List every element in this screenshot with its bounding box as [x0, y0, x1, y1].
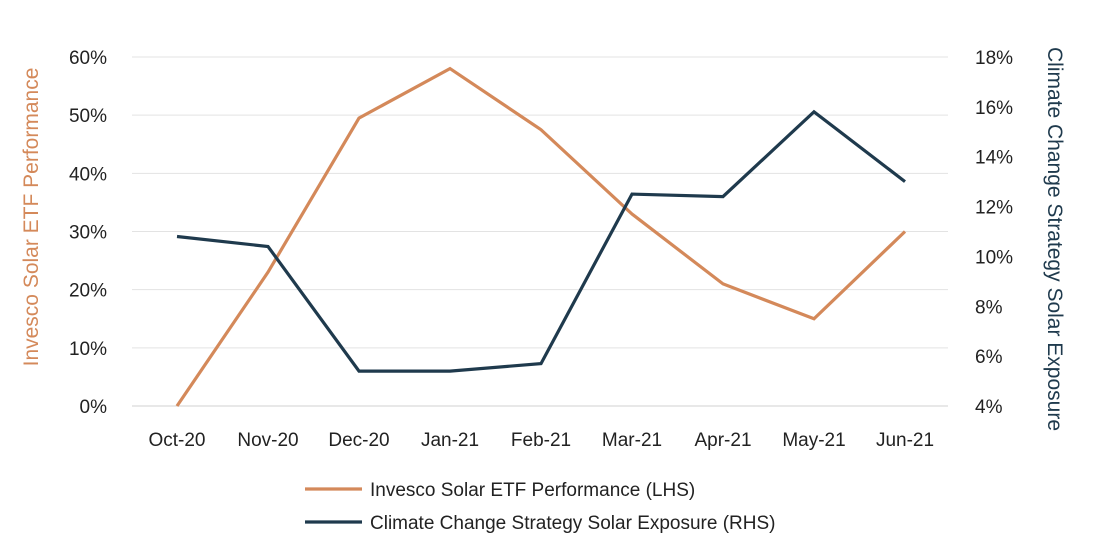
x-tick-label: Feb-21 — [511, 430, 571, 451]
right-tick-label: 14% — [975, 148, 1013, 169]
x-tick-label: Jun-21 — [876, 430, 934, 451]
left-tick-label: 50% — [69, 106, 107, 127]
left-tick-label: 60% — [69, 48, 107, 69]
legend-label: Climate Change Strategy Solar Exposure (… — [370, 513, 776, 534]
series-line-solar-exposure — [176, 109, 906, 373]
x-tick-label: May-21 — [782, 430, 845, 451]
left-tick-label: 40% — [69, 164, 107, 185]
x-tick-label: Nov-20 — [237, 430, 298, 451]
right-tick-label: 6% — [975, 347, 1003, 368]
right-tick-label: 10% — [975, 247, 1013, 268]
x-tick-label: Dec-20 — [328, 430, 389, 451]
left-tick-label: 0% — [80, 397, 108, 418]
legend-label: Invesco Solar ETF Performance (LHS) — [370, 480, 695, 501]
series-line-solar-etf — [175, 66, 907, 407]
left-tick-label: 20% — [69, 281, 107, 302]
x-tick-label: Mar-21 — [602, 430, 662, 451]
series-lines — [175, 66, 907, 407]
right-tick-label: 8% — [975, 297, 1003, 318]
right-tick-label: 16% — [975, 98, 1013, 119]
right-tick-label: 12% — [975, 198, 1013, 219]
x-tick-label: Oct-20 — [148, 430, 205, 451]
x-tick-label: Apr-21 — [694, 430, 751, 451]
left-axis-title: Invesco Solar ETF Performance — [20, 68, 43, 367]
right-axis: 4% 6% 8% 10% 12% 14% 16% 18% Climate Change Stra… — [975, 47, 1066, 431]
x-tick-label: Jan-21 — [421, 430, 479, 451]
right-tick-label: 4% — [975, 397, 1003, 418]
left-tick-label: 30% — [69, 223, 107, 244]
legend: Invesco Solar ETF Performance (LHS) Clima… — [305, 480, 776, 534]
gridlines — [132, 56, 948, 407]
right-axis-title: Climate Change Strategy Solar Exposure — [1043, 47, 1066, 431]
x-axis: Oct-20 Nov-20 Dec-20 Jan-21 Feb-21 Mar-21 Apr-… — [148, 430, 934, 451]
right-tick-label: 18% — [975, 48, 1013, 69]
left-axis: 0% 10% 20% 30% 40% 50% 60% Invesco Solar ETF Pe… — [20, 48, 107, 418]
left-tick-label: 10% — [69, 339, 107, 360]
